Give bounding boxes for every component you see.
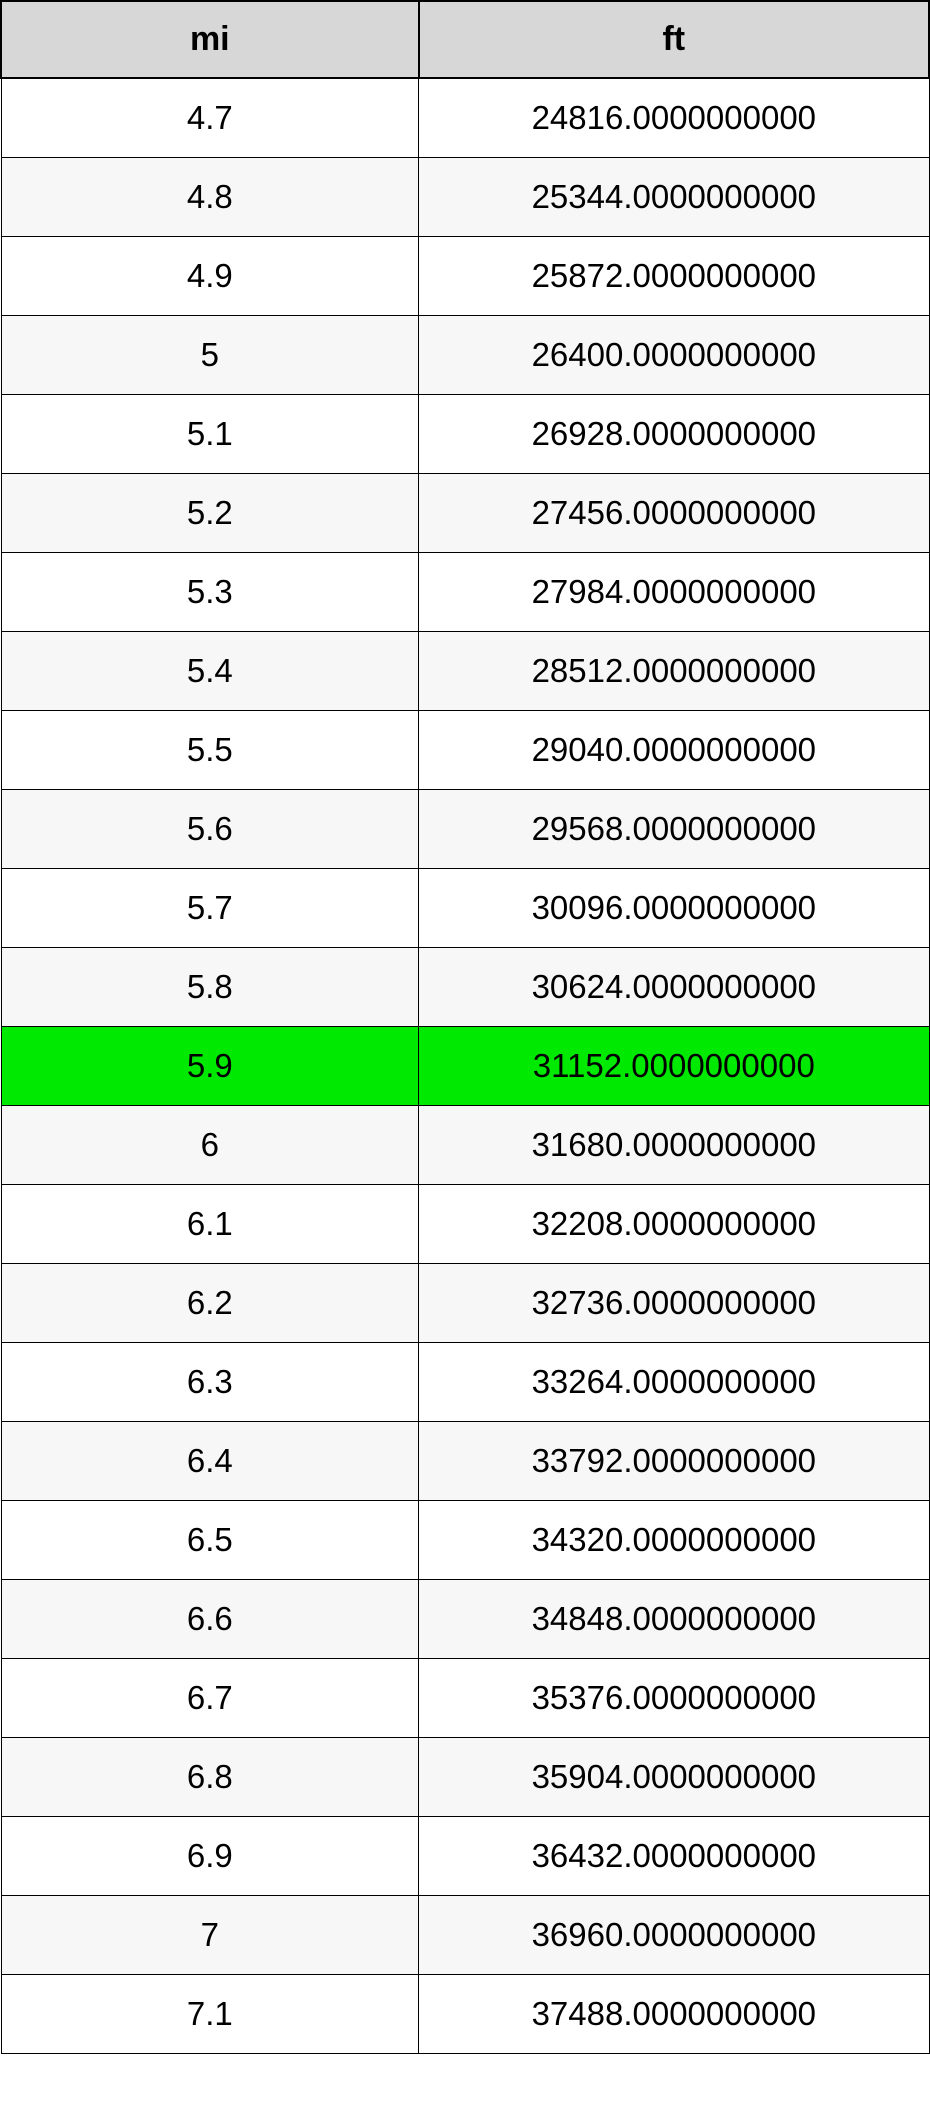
table-row: 5.327984.0000000000: [1, 553, 929, 632]
table-row: 5.126928.0000000000: [1, 395, 929, 474]
table-row: 736960.0000000000: [1, 1896, 929, 1975]
table-row: 7.137488.0000000000: [1, 1975, 929, 2054]
cell-mi: 6.3: [1, 1343, 419, 1422]
cell-ft: 25344.0000000000: [419, 158, 929, 237]
table-row: 5.830624.0000000000: [1, 948, 929, 1027]
table-row: 5.931152.0000000000: [1, 1027, 929, 1106]
cell-mi: 6.8: [1, 1738, 419, 1817]
table-row: 5.428512.0000000000: [1, 632, 929, 711]
cell-ft: 33264.0000000000: [419, 1343, 929, 1422]
cell-ft: 35904.0000000000: [419, 1738, 929, 1817]
cell-ft: 34320.0000000000: [419, 1501, 929, 1580]
table-header-row: mi ft: [1, 1, 929, 78]
cell-mi: 6: [1, 1106, 419, 1185]
table-row: 6.433792.0000000000: [1, 1422, 929, 1501]
cell-ft: 36432.0000000000: [419, 1817, 929, 1896]
table-row: 4.825344.0000000000: [1, 158, 929, 237]
table-row: 6.333264.0000000000: [1, 1343, 929, 1422]
cell-mi: 6.1: [1, 1185, 419, 1264]
table-row: 5.529040.0000000000: [1, 711, 929, 790]
table-row: 6.534320.0000000000: [1, 1501, 929, 1580]
cell-mi: 6.2: [1, 1264, 419, 1343]
cell-ft: 34848.0000000000: [419, 1580, 929, 1659]
cell-ft: 31152.0000000000: [419, 1027, 929, 1106]
column-header-mi: mi: [1, 1, 419, 78]
cell-ft: 30624.0000000000: [419, 948, 929, 1027]
table-row: 6.835904.0000000000: [1, 1738, 929, 1817]
column-header-ft: ft: [419, 1, 929, 78]
cell-mi: 4.9: [1, 237, 419, 316]
table-row: 6.232736.0000000000: [1, 1264, 929, 1343]
cell-mi: 7.1: [1, 1975, 419, 2054]
cell-ft: 36960.0000000000: [419, 1896, 929, 1975]
cell-mi: 5.4: [1, 632, 419, 711]
table-row: 4.724816.0000000000: [1, 78, 929, 158]
conversion-table: mi ft 4.724816.00000000004.825344.000000…: [0, 0, 930, 2054]
cell-mi: 4.8: [1, 158, 419, 237]
table-body: 4.724816.00000000004.825344.00000000004.…: [1, 78, 929, 2054]
cell-mi: 6.5: [1, 1501, 419, 1580]
cell-ft: 26400.0000000000: [419, 316, 929, 395]
table-row: 6.936432.0000000000: [1, 1817, 929, 1896]
cell-ft: 26928.0000000000: [419, 395, 929, 474]
cell-mi: 5.1: [1, 395, 419, 474]
cell-mi: 5.3: [1, 553, 419, 632]
cell-mi: 5.9: [1, 1027, 419, 1106]
cell-mi: 5.8: [1, 948, 419, 1027]
cell-mi: 6.6: [1, 1580, 419, 1659]
cell-mi: 5.5: [1, 711, 419, 790]
cell-ft: 27984.0000000000: [419, 553, 929, 632]
cell-ft: 37488.0000000000: [419, 1975, 929, 2054]
cell-ft: 30096.0000000000: [419, 869, 929, 948]
table-row: 5.227456.0000000000: [1, 474, 929, 553]
table-row: 631680.0000000000: [1, 1106, 929, 1185]
cell-ft: 28512.0000000000: [419, 632, 929, 711]
cell-ft: 31680.0000000000: [419, 1106, 929, 1185]
cell-mi: 6.7: [1, 1659, 419, 1738]
cell-ft: 24816.0000000000: [419, 78, 929, 158]
cell-ft: 29568.0000000000: [419, 790, 929, 869]
table-row: 6.634848.0000000000: [1, 1580, 929, 1659]
cell-mi: 4.7: [1, 78, 419, 158]
table-row: 4.925872.0000000000: [1, 237, 929, 316]
cell-ft: 25872.0000000000: [419, 237, 929, 316]
table-row: 6.132208.0000000000: [1, 1185, 929, 1264]
cell-mi: 5: [1, 316, 419, 395]
cell-ft: 33792.0000000000: [419, 1422, 929, 1501]
cell-ft: 35376.0000000000: [419, 1659, 929, 1738]
table-row: 5.730096.0000000000: [1, 869, 929, 948]
cell-mi: 5.7: [1, 869, 419, 948]
cell-ft: 32208.0000000000: [419, 1185, 929, 1264]
table-row: 5.629568.0000000000: [1, 790, 929, 869]
cell-mi: 7: [1, 1896, 419, 1975]
cell-ft: 27456.0000000000: [419, 474, 929, 553]
table-row: 526400.0000000000: [1, 316, 929, 395]
cell-mi: 6.4: [1, 1422, 419, 1501]
cell-mi: 5.6: [1, 790, 419, 869]
cell-mi: 5.2: [1, 474, 419, 553]
cell-ft: 32736.0000000000: [419, 1264, 929, 1343]
table-row: 6.735376.0000000000: [1, 1659, 929, 1738]
cell-mi: 6.9: [1, 1817, 419, 1896]
cell-ft: 29040.0000000000: [419, 711, 929, 790]
